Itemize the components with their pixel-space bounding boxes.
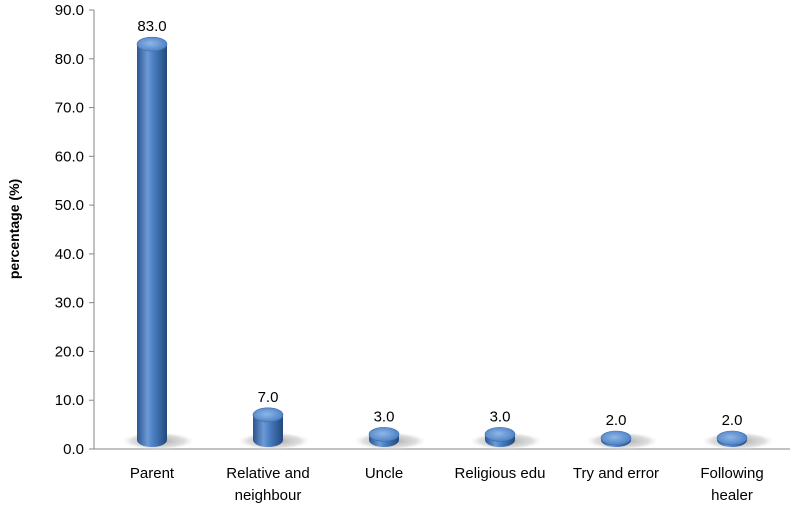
bar-cap	[252, 407, 284, 423]
x-tick-label: Relative and neighbour	[226, 465, 309, 504]
y-tick-label: 20.0	[55, 343, 84, 360]
bar	[236, 407, 312, 450]
bar-cap	[600, 430, 632, 446]
bar	[584, 430, 660, 450]
x-tick-label-line: neighbour	[235, 487, 302, 504]
bar-group	[120, 36, 776, 450]
x-axis: Parent Relative and neighbour Uncle Religiou…	[94, 448, 790, 504]
x-tick-label-line: Relative and	[226, 465, 309, 482]
x-tick-label-line: Try and error	[573, 465, 659, 482]
data-label: 3.0	[490, 408, 511, 425]
y-tick-label: 40.0	[55, 246, 84, 263]
x-tick-label: Religious edu	[455, 465, 546, 482]
x-tick-label-line: Following	[700, 465, 763, 482]
y-tick-group: 0.0 10.0 20.0 30.0 40.0 50.0 60.0 70.0 80.0 90.0	[55, 2, 94, 458]
data-label: 7.0	[258, 389, 279, 406]
x-tick-label-line: Religious edu	[455, 465, 546, 482]
y-axis-title: percentage (%)	[6, 179, 22, 279]
y-tick-label: 80.0	[55, 51, 84, 68]
x-tick-label: Parent	[130, 465, 175, 482]
y-tick-label: 60.0	[55, 148, 84, 165]
bar-cap	[484, 427, 516, 442]
y-tick-label: 70.0	[55, 100, 84, 117]
bar-body	[253, 414, 283, 447]
x-label-group: Parent Relative and neighbour Uncle Religiou…	[130, 465, 764, 504]
data-label: 2.0	[722, 412, 743, 429]
y-tick-label: 90.0	[55, 2, 84, 19]
data-label: 83.0	[137, 18, 166, 35]
bar	[352, 427, 428, 450]
data-label: 3.0	[374, 408, 395, 425]
y-tick-label: 10.0	[55, 392, 84, 409]
x-tick-label-line: Uncle	[365, 465, 403, 482]
bar	[700, 430, 776, 450]
bar-cap	[368, 427, 400, 442]
x-tick-label-line: Parent	[130, 465, 175, 482]
bar-cap	[136, 36, 168, 52]
x-tick-label: Uncle	[365, 465, 403, 482]
x-tick-label: Try and error	[573, 465, 659, 482]
bar-cap	[716, 430, 748, 446]
bar-body	[137, 44, 167, 448]
bar	[120, 36, 196, 450]
data-label: 2.0	[606, 412, 627, 429]
y-tick-label: 0.0	[63, 441, 84, 458]
bar	[468, 427, 544, 450]
x-tick-label-line: healer	[711, 487, 753, 504]
x-tick-label: Following healer	[700, 465, 763, 504]
y-tick-label: 50.0	[55, 197, 84, 214]
data-label-group: 83.0 7.0 3.0 3.0 2.0 2.0	[137, 18, 742, 429]
y-axis: 0.0 10.0 20.0 30.0 40.0 50.0 60.0 70.0 80.0 90.0	[55, 2, 95, 458]
y-tick-label: 30.0	[55, 295, 84, 312]
